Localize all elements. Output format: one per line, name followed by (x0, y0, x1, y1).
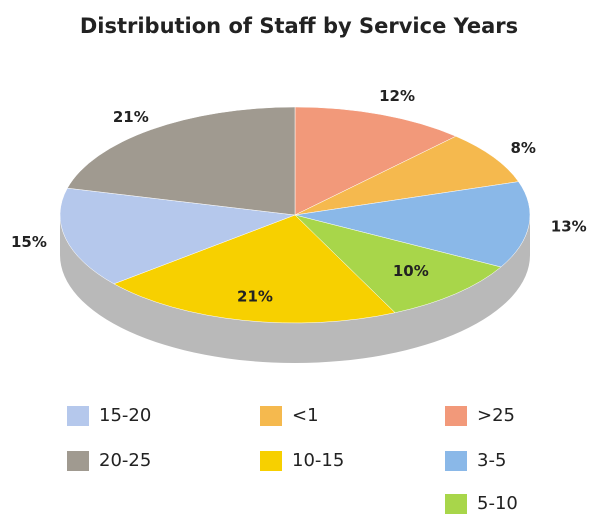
legend-swatch (445, 451, 467, 471)
chart-title: Distribution of Staff by Service Years (80, 14, 518, 38)
legend-swatch (445, 494, 467, 514)
pie-slice (294, 181, 531, 268)
data-label: 12% (379, 87, 415, 105)
data-label: 13% (551, 217, 587, 235)
legend-label: 15-20 (99, 405, 151, 426)
legend-swatch (260, 451, 282, 471)
legend-label: 5-10 (477, 493, 518, 514)
pie-slice (294, 106, 457, 216)
legend-swatch (445, 406, 467, 426)
pie-slice (294, 214, 502, 313)
legend-swatch (260, 406, 282, 426)
pie-slice (113, 214, 396, 324)
legend-label: <1 (292, 405, 319, 426)
data-label: 21% (113, 108, 149, 126)
data-label: 15% (11, 233, 47, 251)
pie-slice (59, 187, 296, 285)
pie-slice (294, 135, 519, 216)
pie-slice (66, 106, 296, 216)
data-label: 10% (393, 262, 429, 280)
legend-label: 20-25 (99, 450, 151, 471)
data-label: 21% (237, 288, 273, 306)
data-label: 8% (510, 139, 535, 157)
legend-label: >25 (477, 405, 515, 426)
legend-label: 10-15 (292, 450, 344, 471)
legend-label: 3-5 (477, 450, 506, 471)
legend-swatch (67, 406, 89, 426)
pie-side (60, 215, 530, 363)
legend-swatch (67, 451, 89, 471)
